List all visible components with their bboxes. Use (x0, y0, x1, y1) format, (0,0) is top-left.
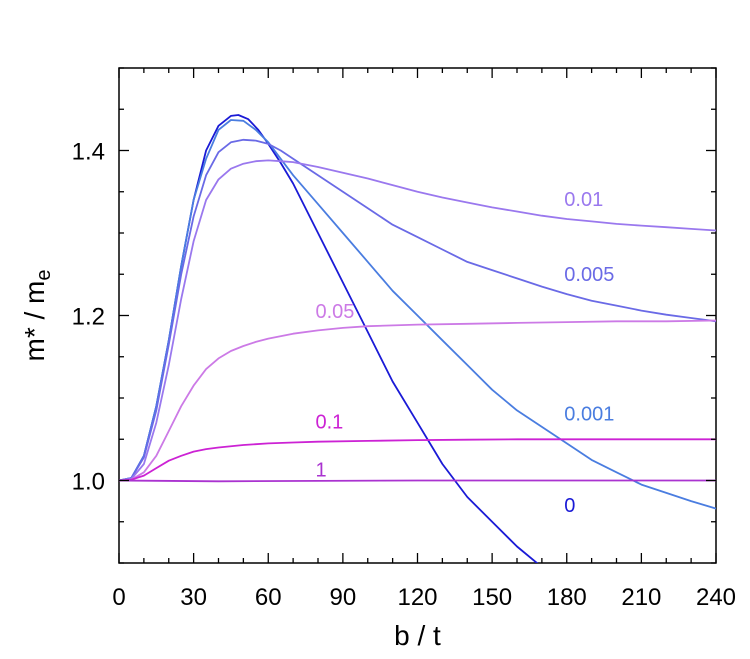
x-tick-label: 180 (547, 584, 587, 611)
x-tick-label: 240 (696, 584, 736, 611)
x-tick-label: 0 (112, 584, 125, 611)
y-tick-label: 1.0 (72, 469, 105, 496)
x-tick-label: 60 (255, 584, 282, 611)
series-label-0_001: 0.001 (564, 403, 614, 425)
x-tick-label: 120 (397, 584, 437, 611)
x-tick-label: 30 (180, 584, 207, 611)
ticks-layer: 0 30 60 90 120 150 180 210 240 1.0 1.2 1.4 (72, 67, 736, 611)
series-layer (119, 114, 716, 563)
x-axis-title: b / t (394, 620, 441, 651)
series-label-0_01: 0.01 (564, 189, 603, 211)
series-line-0_001 (119, 119, 716, 510)
y-tick-label: 1.2 (72, 304, 105, 331)
x-tick-label: 150 (472, 584, 512, 611)
series-line-0_005 (119, 138, 716, 482)
series-label-0_05: 0.05 (316, 301, 355, 323)
y-axis-title: m* / me (19, 269, 55, 361)
x-tick-label: 90 (330, 584, 357, 611)
series-label-0_005: 0.005 (564, 264, 614, 286)
y-tick-label: 1.4 (72, 139, 105, 166)
series-label-0_1: 0.1 (316, 412, 344, 434)
series-line-0_1 (119, 438, 716, 482)
series-line-1 (119, 479, 716, 483)
y-axis-title-main: m* / m (19, 281, 50, 362)
labels-layer: 0 0.001 0.005 0.01 0.05 0.1 1 (316, 189, 615, 517)
series-label-0: 0 (564, 495, 575, 517)
series-line-0_05 (119, 319, 716, 482)
x-tick-label: 210 (621, 584, 661, 611)
series-line-0_01 (119, 159, 716, 482)
y-axis-title-subscript: e (33, 269, 55, 280)
series-label-1: 1 (316, 459, 327, 481)
